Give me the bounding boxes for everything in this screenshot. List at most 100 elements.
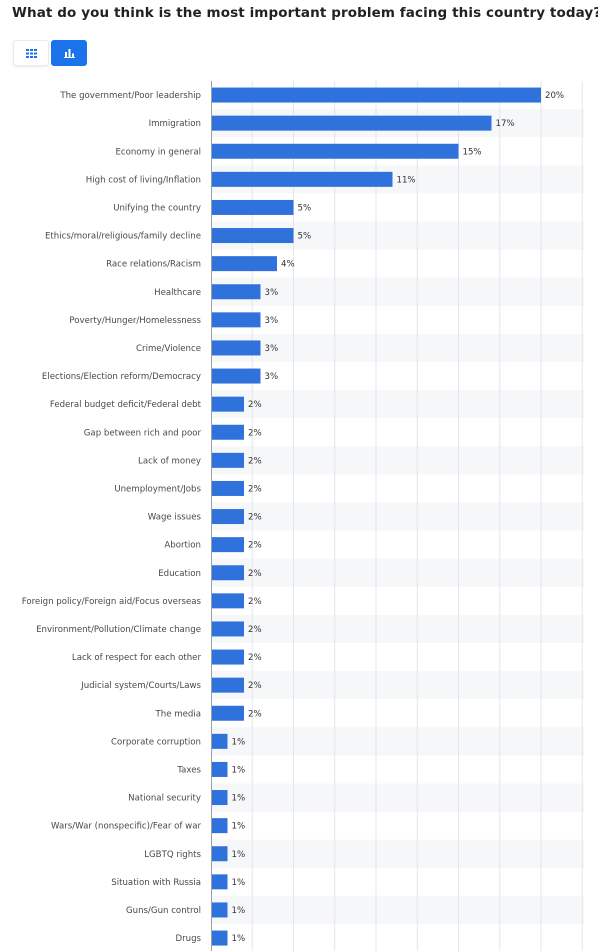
category-label: Taxes: [176, 765, 201, 775]
category-label: Immigration: [149, 119, 201, 129]
bar[interactable]: [212, 818, 228, 834]
category-label: Race relations/Racism: [106, 260, 201, 270]
bar[interactable]: [212, 846, 228, 862]
bar[interactable]: [212, 284, 261, 300]
category-label: Guns/Gun control: [126, 906, 201, 916]
data-label: 17%: [496, 119, 515, 129]
bar[interactable]: [212, 87, 541, 103]
category-label: Healthcare: [154, 288, 201, 298]
bar[interactable]: [212, 537, 244, 553]
bar[interactable]: [212, 424, 244, 440]
row-stripe: [211, 895, 584, 924]
data-label: 1%: [232, 850, 246, 860]
row-stripe: [211, 558, 584, 587]
bar[interactable]: [212, 705, 244, 721]
bar[interactable]: [212, 340, 261, 356]
bar[interactable]: [212, 677, 244, 693]
bar[interactable]: [212, 228, 294, 244]
data-label: 2%: [248, 653, 262, 663]
bar[interactable]: [212, 761, 228, 777]
category-label: Environment/Pollution/Climate change: [36, 625, 201, 635]
data-label: 1%: [232, 794, 246, 804]
data-label: 1%: [232, 765, 246, 775]
category-label: Poverty/Hunger/Homelessness: [69, 316, 201, 326]
category-label: Federal budget deficit/Federal debt: [50, 400, 202, 410]
category-label: Lack of money: [138, 456, 201, 466]
category-label: Education: [158, 569, 201, 579]
data-label: 5%: [298, 203, 312, 213]
data-label: 2%: [248, 484, 262, 494]
data-label: 20%: [545, 91, 564, 101]
bar[interactable]: [212, 733, 228, 749]
data-label: 2%: [248, 597, 262, 607]
data-label: 2%: [248, 541, 262, 551]
category-label: The government/Poor leadership: [59, 91, 201, 101]
bar[interactable]: [212, 902, 228, 918]
category-label: National security: [128, 794, 201, 804]
category-label: The media: [155, 709, 201, 719]
bar[interactable]: [212, 256, 277, 272]
bar[interactable]: [212, 171, 393, 187]
bar[interactable]: [212, 115, 492, 131]
category-label: Crime/Violence: [136, 344, 201, 354]
row-stripe: [211, 333, 584, 362]
bar[interactable]: [212, 593, 244, 609]
table-grid-icon: [25, 48, 37, 58]
bar[interactable]: [212, 368, 261, 384]
data-label: 1%: [232, 878, 246, 888]
data-label: 2%: [248, 456, 262, 466]
data-label: 2%: [248, 569, 262, 579]
row-stripe: [211, 839, 584, 868]
bar[interactable]: [212, 565, 244, 581]
row-stripe: [211, 390, 584, 419]
chart-view-button[interactable]: [51, 40, 87, 66]
category-label: Corporate corruption: [111, 737, 201, 747]
category-label: Unifying the country: [113, 203, 201, 213]
data-label: 3%: [265, 372, 279, 382]
data-label: 2%: [248, 681, 262, 691]
row-stripe: [211, 502, 584, 531]
data-label: 3%: [265, 288, 279, 298]
data-label: 4%: [281, 260, 295, 270]
data-label: 5%: [298, 232, 312, 242]
data-label: 2%: [248, 625, 262, 635]
bar[interactable]: [212, 396, 244, 412]
bar[interactable]: [212, 480, 244, 496]
chart-title: What do you think is the most important …: [12, 5, 598, 21]
table-view-button[interactable]: [13, 40, 49, 66]
row-stripe: [211, 783, 584, 812]
data-label: 1%: [232, 822, 246, 832]
bar[interactable]: [212, 649, 244, 665]
data-label: 15%: [463, 147, 482, 157]
category-label: Drugs: [175, 934, 201, 944]
category-label: Foreign policy/Foreign aid/Focus oversea…: [22, 597, 202, 607]
bar[interactable]: [212, 143, 459, 159]
category-label: Elections/Election reform/Democracy: [42, 372, 201, 382]
data-label: 1%: [232, 934, 246, 944]
bar[interactable]: [212, 790, 228, 806]
category-label: Unemployment/Jobs: [114, 484, 201, 494]
category-label: Lack of respect for each other: [72, 653, 202, 663]
bar-chart-icon: [63, 49, 75, 58]
row-stripe: [211, 727, 584, 756]
category-label: Abortion: [164, 541, 201, 551]
bar[interactable]: [212, 874, 228, 890]
category-label: Gap between rich and poor: [84, 428, 202, 438]
category-label: Ethics/moral/religious/family decline: [45, 232, 201, 242]
bar[interactable]: [212, 199, 294, 215]
bar[interactable]: [212, 621, 244, 637]
category-label: Situation with Russia: [111, 878, 201, 888]
category-label: Wage issues: [148, 513, 202, 523]
data-label: 2%: [248, 400, 262, 410]
bar[interactable]: [212, 452, 244, 468]
bar[interactable]: [212, 509, 244, 525]
data-label: 3%: [265, 344, 279, 354]
row-stripe: [211, 614, 584, 643]
data-label: 1%: [232, 737, 246, 747]
category-label: High cost of living/Inflation: [86, 175, 201, 185]
bar[interactable]: [212, 930, 228, 946]
data-label: 1%: [232, 906, 246, 916]
data-label: 11%: [397, 175, 416, 185]
bar[interactable]: [212, 312, 261, 328]
